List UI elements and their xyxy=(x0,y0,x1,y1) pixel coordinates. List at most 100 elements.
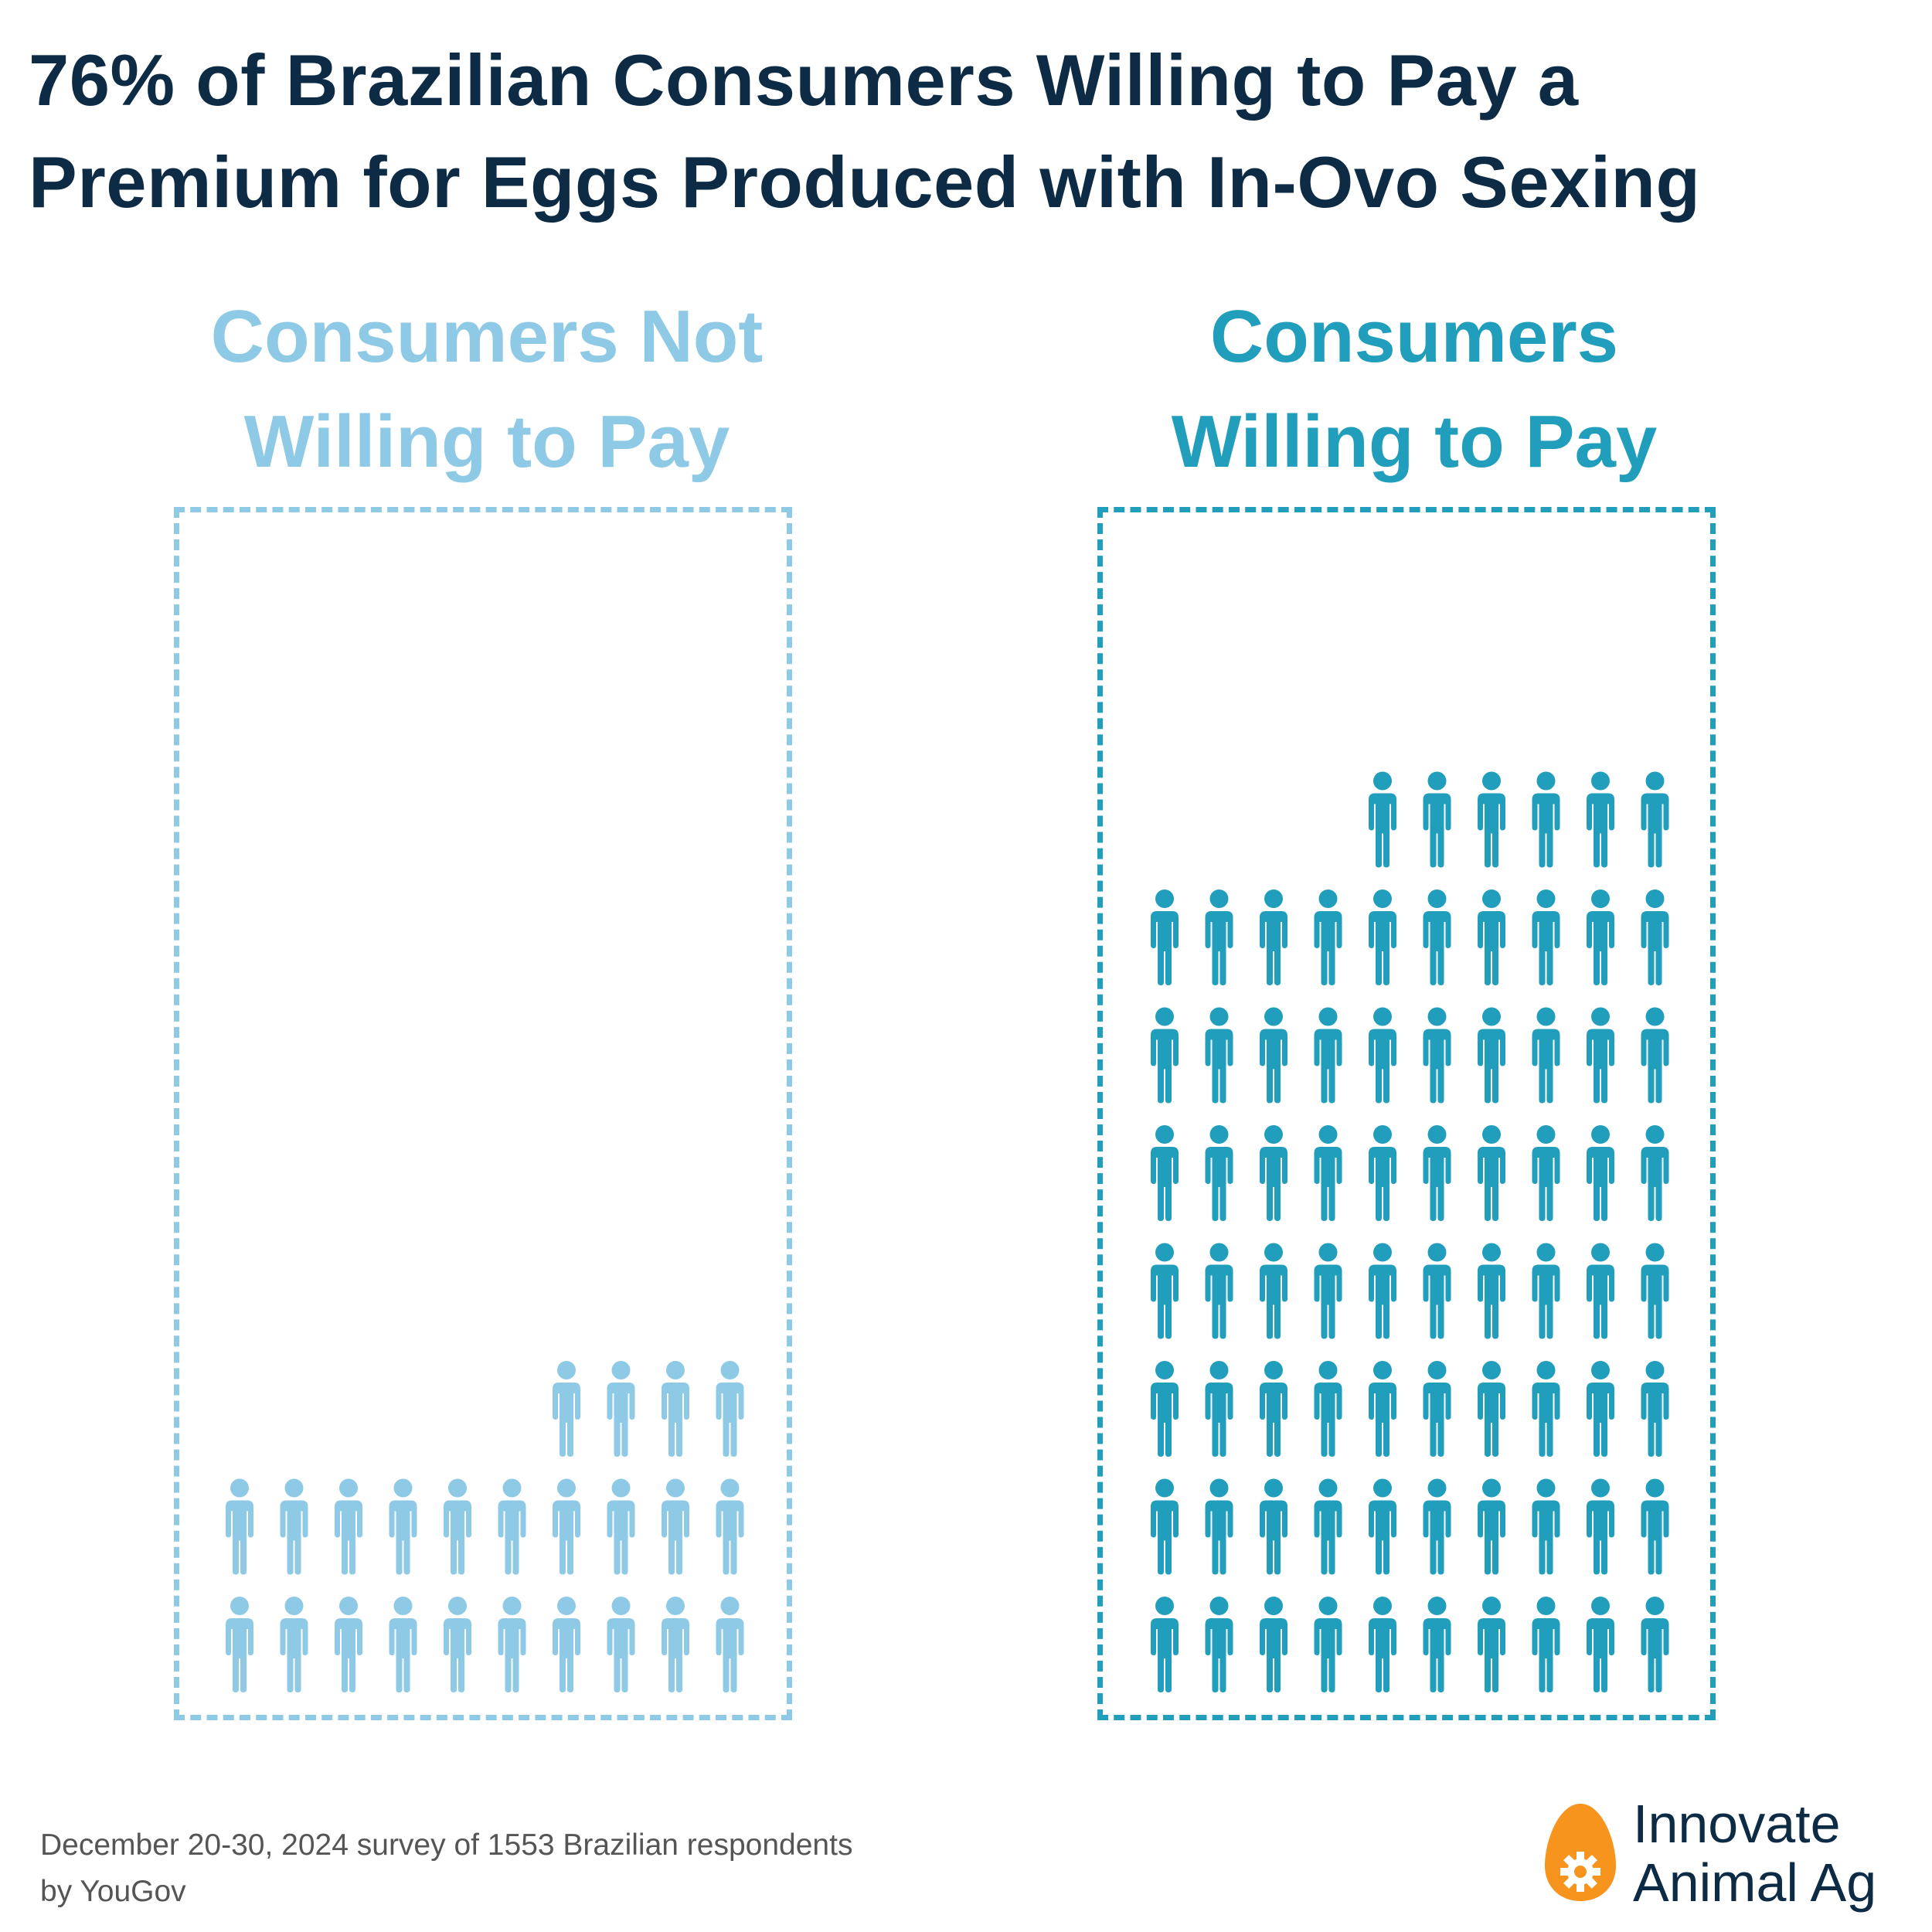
person-icon xyxy=(1369,1007,1396,1104)
person-icon xyxy=(498,1597,526,1692)
person-icon xyxy=(1369,889,1396,985)
person-icon xyxy=(389,1478,417,1575)
footnote: December 20-30, 2024 survey of 1553 Braz… xyxy=(40,1828,853,1908)
person-icon xyxy=(280,1597,308,1692)
person-icon xyxy=(1369,1597,1396,1692)
person-icon xyxy=(1587,1007,1614,1104)
person-icon xyxy=(716,1478,744,1575)
person-icon xyxy=(1205,1597,1233,1692)
person-icon xyxy=(1151,1125,1179,1221)
person-icon xyxy=(1205,889,1233,985)
person-icon xyxy=(1641,771,1669,868)
person-icon xyxy=(1478,1007,1505,1104)
person-icon xyxy=(335,1478,362,1575)
person-icon xyxy=(1641,1478,1669,1575)
person-icon xyxy=(553,1478,580,1575)
person-icon xyxy=(444,1478,471,1575)
person-icon xyxy=(1369,1478,1396,1575)
brand-logo: Innovate Animal Ag xyxy=(1542,1794,1905,1918)
person-icon xyxy=(1587,771,1614,868)
person-icon xyxy=(1423,1597,1451,1692)
person-icon xyxy=(1314,889,1342,985)
person-icon xyxy=(607,1478,635,1575)
person-icon xyxy=(716,1361,744,1457)
person-icon xyxy=(1260,1243,1287,1339)
person-icon xyxy=(1260,889,1287,985)
person-icon xyxy=(1478,1361,1505,1457)
person-icon xyxy=(1587,1361,1614,1457)
person-icon xyxy=(1532,1243,1560,1339)
person-icon xyxy=(1314,1007,1342,1104)
person-icon xyxy=(1478,889,1505,985)
person-icon xyxy=(1532,771,1560,868)
person-icon xyxy=(1151,1597,1179,1692)
panel-willing xyxy=(1097,507,1716,1720)
person-icon xyxy=(1423,1361,1451,1457)
series-label-not-willing: Consumers Not Willing to Pay xyxy=(210,295,764,483)
person-icon xyxy=(1587,1243,1614,1339)
person-icon xyxy=(1151,1478,1179,1575)
person-icon xyxy=(1478,1478,1505,1575)
panel-not-willing xyxy=(174,507,792,1720)
person-icon xyxy=(1532,1007,1560,1104)
series-label-willing: Consumers Willing to Pay xyxy=(1171,295,1658,483)
person-icon xyxy=(1205,1125,1233,1221)
person-icon xyxy=(226,1597,253,1692)
person-icon xyxy=(553,1597,580,1692)
person-icon xyxy=(1314,1478,1342,1575)
person-icon xyxy=(1260,1597,1287,1692)
person-icon xyxy=(1369,1243,1396,1339)
person-icon xyxy=(607,1361,635,1457)
person-icon xyxy=(1587,1125,1614,1221)
person-icon xyxy=(1151,1007,1179,1104)
person-icon xyxy=(1423,1243,1451,1339)
person-icon xyxy=(1205,1478,1233,1575)
person-icon xyxy=(1205,1007,1233,1104)
person-icon xyxy=(1587,1478,1614,1575)
person-icon xyxy=(1205,1243,1233,1339)
person-icon xyxy=(1532,1597,1560,1692)
person-icon xyxy=(1151,1243,1179,1339)
person-icon xyxy=(1260,1478,1287,1575)
logo-text: Innovate Animal Ag xyxy=(1633,1794,1876,1912)
person-icon xyxy=(662,1597,689,1692)
person-icon xyxy=(1641,1243,1669,1339)
person-icon xyxy=(1314,1597,1342,1692)
person-icon xyxy=(1641,1125,1669,1221)
person-icon xyxy=(1478,771,1505,868)
person-icon xyxy=(1369,1125,1396,1221)
person-icon xyxy=(1587,889,1614,985)
person-icon xyxy=(1641,1597,1669,1692)
person-icon xyxy=(1151,1361,1179,1457)
person-icon xyxy=(662,1361,689,1457)
person-icon xyxy=(716,1597,744,1692)
person-icon xyxy=(1423,889,1451,985)
person-icon xyxy=(1478,1597,1505,1692)
person-icon xyxy=(1532,1478,1560,1575)
chart-title: 76% of Brazilian Consumers Willing to Pa… xyxy=(29,39,1701,223)
person-icon xyxy=(1423,1125,1451,1221)
person-icon xyxy=(662,1478,689,1575)
person-icon xyxy=(1314,1243,1342,1339)
person-icon xyxy=(335,1597,362,1692)
person-icon xyxy=(1641,1361,1669,1457)
person-icon xyxy=(1532,1361,1560,1457)
person-icon xyxy=(1314,1125,1342,1221)
person-icon xyxy=(1641,889,1669,985)
person-icon xyxy=(1369,771,1396,868)
person-icon xyxy=(444,1597,471,1692)
person-icon xyxy=(1260,1125,1287,1221)
person-icon xyxy=(389,1597,417,1692)
person-icon xyxy=(1314,1361,1342,1457)
logo-line-1: Innovate xyxy=(1633,1794,1841,1854)
person-icon xyxy=(1423,1478,1451,1575)
person-icon xyxy=(280,1478,308,1575)
person-icon xyxy=(498,1478,526,1575)
person-icon xyxy=(1260,1007,1287,1104)
person-icon xyxy=(1260,1361,1287,1457)
person-icon xyxy=(1641,1007,1669,1104)
person-icon xyxy=(607,1597,635,1692)
person-icon xyxy=(1478,1243,1505,1339)
person-icon xyxy=(226,1478,253,1575)
